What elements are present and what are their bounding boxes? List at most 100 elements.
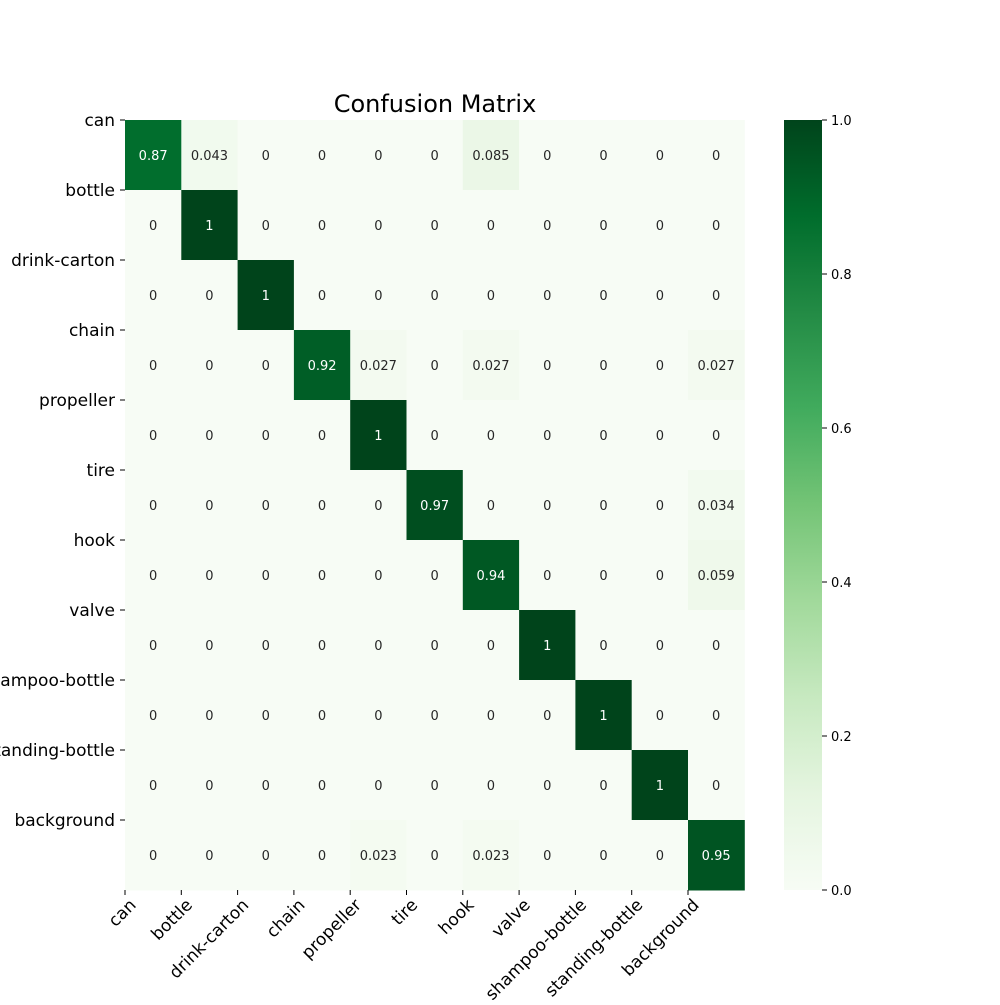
cell-value-label: 0 bbox=[149, 779, 157, 794]
heatmap-cell bbox=[350, 610, 407, 681]
heatmap-cell bbox=[575, 190, 633, 261]
cell-value-label: 0 bbox=[318, 499, 326, 514]
heatmap-cell bbox=[519, 330, 576, 401]
cell-value-label: 0.027 bbox=[472, 359, 509, 374]
cell-value-label: 0 bbox=[374, 569, 382, 584]
heatmap-cell bbox=[462, 610, 520, 681]
heatmap-cell bbox=[181, 750, 239, 821]
cell-value-label: 0 bbox=[262, 149, 270, 164]
cell-value-label: 0 bbox=[543, 359, 551, 374]
cell-value-label: 0 bbox=[374, 779, 382, 794]
heatmap-cell bbox=[125, 120, 182, 191]
heatmap-cell bbox=[688, 540, 745, 611]
cell-value-label: 0 bbox=[599, 569, 607, 584]
heatmap-cell bbox=[575, 820, 633, 891]
heatmap-cell bbox=[631, 820, 689, 891]
cell-value-label: 0 bbox=[712, 289, 720, 304]
heatmap-cell bbox=[293, 330, 351, 401]
x-tick-label: hook bbox=[435, 895, 479, 939]
cell-value-label: 0 bbox=[262, 709, 270, 724]
cell-value-label: 0 bbox=[374, 219, 382, 234]
cell-value-label: 1 bbox=[374, 429, 382, 444]
heatmap-cell bbox=[631, 260, 689, 331]
heatmap-cell bbox=[519, 120, 576, 191]
cell-value-label: 0 bbox=[543, 779, 551, 794]
cell-value-label: 0 bbox=[487, 639, 495, 654]
heatmap-cell bbox=[350, 400, 407, 471]
colorbar-gradient bbox=[784, 120, 822, 890]
cell-value-label: 0 bbox=[656, 359, 664, 374]
heatmap-cell bbox=[181, 400, 239, 471]
cell-value-label: 0 bbox=[149, 709, 157, 724]
heatmap-cell-labels: 0.87 0.043 0 0 0 0 0.085 0 0 0 0 0 1 0 0 0 0 0 0 0 0 0 0 0 1 0 0 0 0… bbox=[139, 149, 735, 864]
heatmap-cell bbox=[519, 400, 576, 471]
cell-value-label: 0 bbox=[149, 359, 157, 374]
heatmap-cell bbox=[293, 120, 351, 191]
heatmap-cell bbox=[293, 750, 351, 821]
heatmap-cell bbox=[631, 330, 689, 401]
heatmap-cell bbox=[181, 540, 239, 611]
cell-value-label: 0 bbox=[487, 709, 495, 724]
cell-value-label: 0.97 bbox=[420, 499, 449, 514]
cell-value-label: 0 bbox=[149, 219, 157, 234]
heatmap-cell bbox=[181, 120, 239, 191]
heatmap-cell bbox=[125, 190, 182, 261]
heatmap-cell bbox=[181, 470, 239, 541]
heatmap-cell bbox=[631, 190, 689, 261]
cell-value-label: 0 bbox=[543, 849, 551, 864]
cell-value-label: 0 bbox=[318, 289, 326, 304]
cell-value-label: 0 bbox=[262, 219, 270, 234]
heatmap-cell bbox=[631, 470, 689, 541]
y-axis: can bottle drink-carton chain propeller tire h… bbox=[0, 111, 125, 831]
heatmap-cell bbox=[462, 750, 520, 821]
cell-value-label: 0 bbox=[431, 149, 439, 164]
heatmap-cell bbox=[688, 820, 745, 891]
heatmap-cell bbox=[462, 540, 520, 611]
cell-value-label: 0 bbox=[599, 219, 607, 234]
heatmap-cell bbox=[125, 610, 182, 681]
heatmap-cell bbox=[406, 400, 464, 471]
cell-value-label: 0 bbox=[712, 149, 720, 164]
cell-value-label: 0 bbox=[431, 779, 439, 794]
cell-value-label: 0 bbox=[487, 289, 495, 304]
y-tick-label: drink-carton bbox=[11, 251, 115, 271]
cell-value-label: 0 bbox=[374, 709, 382, 724]
colorbar-tick-label: 0.6 bbox=[831, 422, 852, 437]
heatmap-cell bbox=[237, 470, 295, 541]
y-tick-label: standing-bottle bbox=[0, 741, 115, 761]
heatmap-cell bbox=[237, 750, 295, 821]
cell-value-label: 0 bbox=[431, 709, 439, 724]
heatmap-cell bbox=[237, 820, 295, 891]
heatmap-cell bbox=[519, 260, 576, 331]
heatmap-cell bbox=[519, 820, 576, 891]
cell-value-label: 1 bbox=[543, 639, 551, 654]
heatmap-cell bbox=[575, 540, 633, 611]
x-tick-label: can bbox=[105, 895, 141, 931]
cell-value-label: 0 bbox=[149, 499, 157, 514]
cell-value-label: 0 bbox=[431, 289, 439, 304]
heatmap-cell bbox=[406, 260, 464, 331]
cell-value-label: 0 bbox=[656, 709, 664, 724]
heatmap-cell bbox=[462, 120, 520, 191]
heatmap-cell bbox=[406, 190, 464, 261]
heatmap-cell bbox=[237, 330, 295, 401]
heatmap-cell bbox=[293, 610, 351, 681]
cell-value-label: 0 bbox=[543, 569, 551, 584]
heatmap-cell bbox=[293, 400, 351, 471]
cell-value-label: 0 bbox=[205, 499, 213, 514]
cell-value-label: 0 bbox=[712, 779, 720, 794]
heatmap-cell bbox=[631, 680, 689, 751]
chart-title: Confusion Matrix bbox=[334, 90, 537, 118]
cell-value-label: 0 bbox=[656, 219, 664, 234]
colorbar-tick-label: 0.8 bbox=[831, 268, 852, 283]
cell-value-label: 0 bbox=[543, 709, 551, 724]
x-tick-label: bottle bbox=[148, 895, 197, 944]
cell-value-label: 1 bbox=[205, 219, 213, 234]
cell-value-label: 0 bbox=[149, 639, 157, 654]
heatmap-cell bbox=[293, 190, 351, 261]
heatmap-cell bbox=[688, 330, 745, 401]
cell-value-label: 0 bbox=[431, 569, 439, 584]
heatmap-cell bbox=[406, 470, 464, 541]
heatmap-cell bbox=[406, 330, 464, 401]
